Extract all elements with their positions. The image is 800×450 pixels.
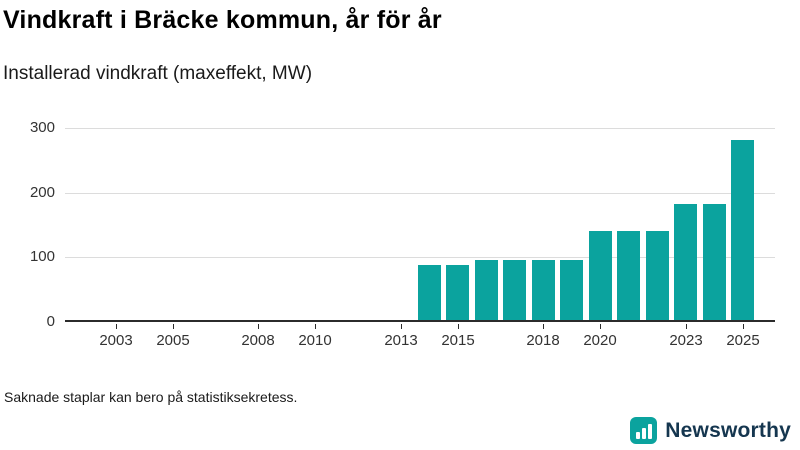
- gridline-200: [65, 193, 775, 194]
- bar-2025: [731, 140, 754, 320]
- bar-2024: [703, 204, 726, 320]
- x-tick-label-2025: 2025: [726, 332, 760, 349]
- x-tick-label-2003: 2003: [99, 332, 133, 349]
- logo-bar-large: [648, 424, 653, 439]
- bar-2022: [646, 231, 669, 320]
- bar-2014: [418, 265, 441, 320]
- gridline-100: [65, 257, 775, 258]
- bar-2018: [532, 260, 555, 320]
- y-tick-label-300: 300: [29, 119, 55, 136]
- bar-2016: [475, 260, 498, 320]
- x-tick-label-2015: 2015: [441, 332, 475, 349]
- newsworthy-wordmark: Newsworthy: [665, 418, 791, 442]
- x-tick-label-2023: 2023: [669, 332, 703, 349]
- gridline-300: [65, 128, 775, 129]
- bar-2020: [589, 231, 612, 320]
- x-tick-label-2010: 2010: [298, 332, 332, 349]
- x-tick-2003: [116, 324, 117, 329]
- x-tick-label-2013: 2013: [384, 332, 418, 349]
- chart-title: Vindkraft i Bräcke kommun, år för år: [3, 6, 442, 34]
- x-tick-label-2020: 2020: [583, 332, 617, 349]
- x-tick-label-2018: 2018: [526, 332, 560, 349]
- bar-2021: [617, 231, 640, 320]
- logo-bar-small: [636, 432, 641, 439]
- x-tick-2025: [743, 324, 744, 329]
- x-tick-2008: [258, 324, 259, 329]
- x-tick-2005: [173, 324, 174, 329]
- x-tick-2015: [458, 324, 459, 329]
- bar-2015: [446, 265, 469, 320]
- logo-bar-medium: [642, 428, 647, 439]
- plot-area: 0 100 200 300 2003 2005 2008 2010 2013 2015 2018 20…: [30, 119, 775, 349]
- x-tick-label-2008: 2008: [241, 332, 275, 349]
- x-tick-label-2005: 2005: [156, 332, 190, 349]
- y-tick-label-0: 0: [46, 313, 55, 330]
- newsworthy-logo-icon: [630, 417, 658, 444]
- x-tick-2020: [600, 324, 601, 329]
- x-tick-2018: [543, 324, 544, 329]
- chart-subtitle: Installerad vindkraft (maxeffekt, MW): [3, 63, 313, 84]
- x-tick-2010: [315, 324, 316, 329]
- bar-2023: [674, 204, 697, 320]
- x-tick-2013: [401, 324, 402, 329]
- bar-2019: [560, 260, 583, 320]
- x-tick-2023: [686, 324, 687, 329]
- newsworthy-brand: Newsworthy: [630, 417, 791, 444]
- y-tick-label-100: 100: [29, 248, 55, 265]
- y-tick-label-200: 200: [29, 184, 55, 201]
- bar-2017: [503, 260, 526, 320]
- footer-note: Saknade staplar kan bero på statistiksek…: [4, 389, 298, 405]
- x-axis-line: [65, 320, 775, 322]
